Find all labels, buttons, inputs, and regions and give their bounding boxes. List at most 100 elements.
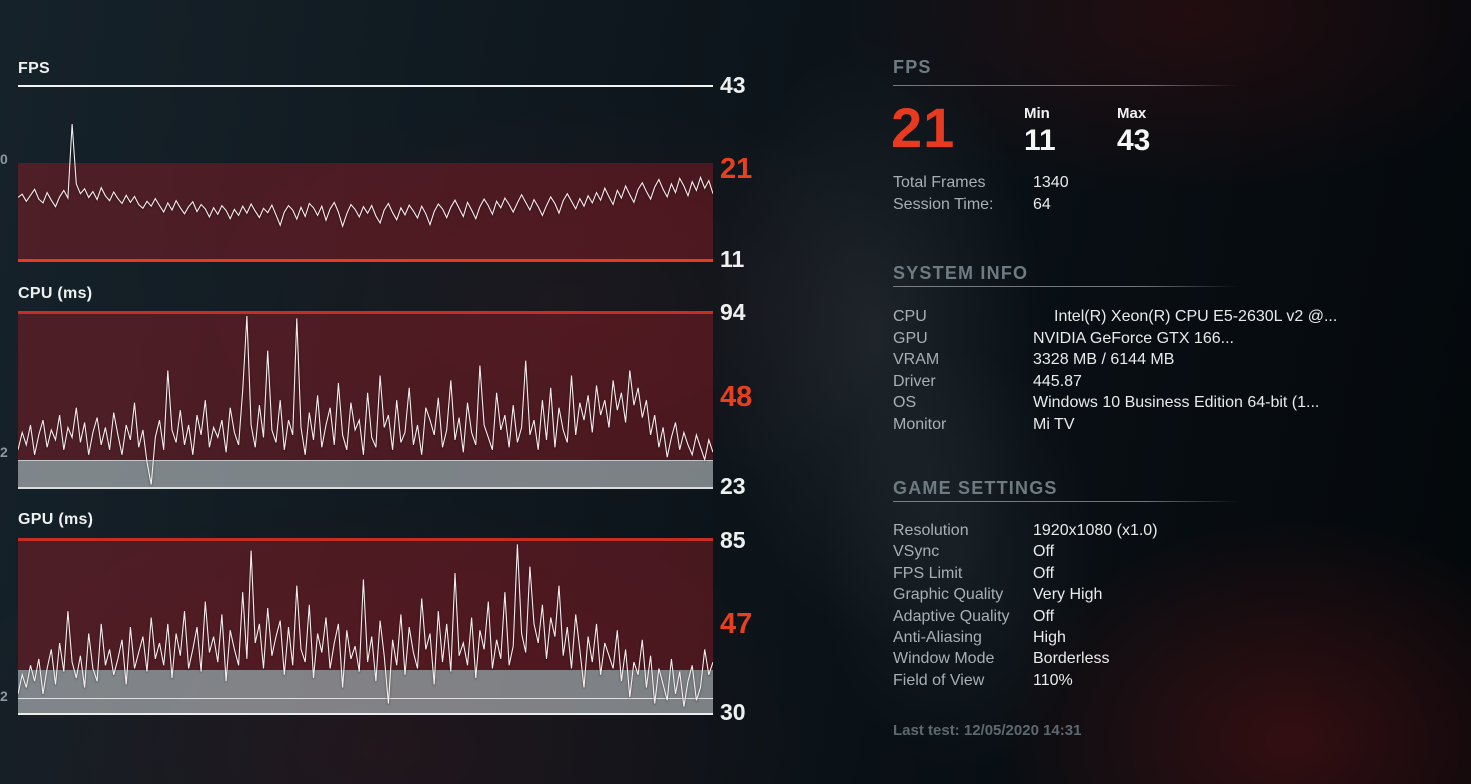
anti-aliasing-value: High (1033, 628, 1066, 646)
cpu-min-value-label: 23 (720, 473, 746, 499)
window-mode-label: Window Mode (893, 650, 995, 668)
os-row: OS Windows 10 Business Edition 64-bit (1.… (893, 394, 1337, 416)
gpu-label: GPU (893, 329, 928, 347)
monitor-label: Monitor (893, 415, 947, 433)
total-frames-row: Total Frames 1340 (893, 174, 1069, 196)
section-divider (893, 286, 1239, 287)
gpu-max-line (18, 538, 713, 541)
session-time-value: 64 (1033, 195, 1051, 213)
max-fps-label: Max (1117, 105, 1147, 122)
cpu-max-line (18, 311, 713, 314)
fps-clipped-edge-label: 0 (0, 151, 8, 167)
game-settings-header: GAME SETTINGS (893, 478, 1058, 498)
gpu-current-value-label: 47 (720, 608, 753, 640)
fps-limit-value: Off (1033, 564, 1055, 582)
adaptive-quality-row: Adaptive Quality Off (893, 608, 1158, 629)
section-divider (893, 501, 1239, 502)
gpu-red-band (18, 538, 713, 670)
session-time-label: Session Time: (893, 195, 994, 213)
cpu-value: Intel(R) Xeon(R) CPU E5-2630L v2 @... (1054, 308, 1338, 325)
vram-label: VRAM (893, 351, 940, 368)
cpu-signal-line (18, 315, 713, 485)
resolution-value: 1920x1080 (x1.0) (1033, 522, 1158, 539)
last-test-timestamp: Last test: 12/05/2020 14:31 (893, 722, 1082, 739)
cpu-threshold-line (18, 460, 713, 461)
min-fps-label: Min (1024, 105, 1050, 122)
vsync-row: VSync Off (893, 543, 1158, 564)
game-settings-rows: Resolution 1920x1080 (x1.0) VSync Off FPS … (893, 522, 1158, 693)
gpu-clipped-edge-label: 2 (0, 688, 8, 704)
gpu-grey-band (18, 670, 713, 713)
fps-chart: FPS 43 21 11 0 (0, 60, 788, 272)
cpu-chart-title: CPU (ms) (18, 285, 93, 302)
session-time-row: Session Time: 64 (893, 196, 1069, 218)
fps-max-value-label: 43 (720, 72, 746, 98)
gpu-threshold-line (18, 698, 713, 699)
gpu-max-value-label: 85 (720, 527, 746, 553)
cpu-current-value-label: 48 (720, 381, 753, 413)
cpu-grey-band (18, 461, 713, 487)
vsync-value: Off (1033, 543, 1055, 561)
fps-red-band (18, 163, 713, 259)
window-mode-value: Borderless (1033, 650, 1110, 668)
cpu-clipped-edge-label: 2 (0, 444, 8, 460)
os-value: Windows 10 Business Edition 64-bit (1... (1033, 394, 1320, 411)
cpu-label: CPU (893, 308, 927, 325)
window-mode-row: Window Mode Borderless (893, 650, 1158, 671)
graphic-quality-row: Graphic Quality Very High (893, 586, 1158, 607)
anti-aliasing-label: Anti-Aliasing (893, 628, 982, 646)
fps-max-line (18, 85, 713, 87)
min-fps-value: 11 (1024, 124, 1056, 157)
gpu-signal-line (18, 544, 713, 707)
cpu-max-value-label: 94 (720, 299, 746, 325)
max-fps-value: 43 (1117, 124, 1151, 157)
fps-limit-label: FPS Limit (893, 564, 963, 582)
gpu-value: NVIDIA GeForce GTX 166... (1033, 329, 1234, 347)
system-info-header: SYSTEM INFO (893, 263, 1029, 283)
system-info-rows: CPU Intel(R) Xeon(R) CPU E5-2630L v2 @...… (893, 308, 1337, 437)
os-label: OS (893, 394, 917, 411)
current-fps-value: 21 (891, 96, 956, 159)
gpu-chart: GPU (ms) 85 47 30 2 (0, 511, 788, 725)
gpu-chart-title: GPU (ms) (18, 511, 94, 528)
session-stats: Total Frames 1340 Session Time: 64 (893, 174, 1069, 217)
adaptive-quality-value: Off (1033, 607, 1055, 625)
fps-limit-row: FPS Limit Off (893, 565, 1158, 586)
fps-signal-line (18, 124, 713, 229)
vram-value: 3328 MB / 6144 MB (1033, 351, 1175, 368)
vsync-label: VSync (893, 543, 940, 561)
fps-min-value-label: 11 (720, 246, 745, 272)
driver-value: 445.87 (1033, 372, 1082, 390)
field-of-view-label: Field of View (893, 671, 985, 689)
graphic-quality-label: Graphic Quality (893, 586, 1004, 604)
fps-section-header: FPS (893, 57, 932, 77)
monitor-row: Monitor Mi TV (893, 416, 1337, 438)
graphic-quality-value: Very High (1033, 586, 1103, 604)
anti-aliasing-row: Anti-Aliasing High (893, 629, 1158, 650)
adaptive-quality-label: Adaptive Quality (893, 607, 1010, 625)
total-frames-label: Total Frames (893, 174, 986, 191)
driver-label: Driver (893, 372, 936, 390)
max-fps-block: Max 43 (1117, 106, 1150, 157)
fps-current-value-label: 21 (720, 153, 753, 185)
section-divider (893, 85, 1239, 86)
fps-chart-title: FPS (18, 60, 51, 77)
resolution-label: Resolution (893, 522, 969, 539)
monitor-value: Mi TV (1033, 415, 1075, 433)
resolution-row: Resolution 1920x1080 (x1.0) (893, 522, 1158, 543)
gpu-min-line (18, 713, 713, 715)
gpu-row: GPU NVIDIA GeForce GTX 166... (893, 330, 1337, 352)
cpu-red-band (18, 311, 713, 460)
fps-min-line (18, 259, 713, 262)
cpu-row: CPU Intel(R) Xeon(R) CPU E5-2630L v2 @... (893, 308, 1337, 330)
gpu-min-value-label: 30 (720, 699, 746, 725)
driver-row: Driver 445.87 (893, 373, 1337, 395)
field-of-view-value: 110% (1033, 671, 1073, 689)
cpu-chart: CPU (ms) 94 48 23 2 (0, 285, 788, 499)
total-frames-value: 1340 (1033, 174, 1069, 191)
vram-row: VRAM 3328 MB / 6144 MB (893, 351, 1337, 373)
min-fps-block: Min 11 (1024, 106, 1056, 157)
field-of-view-row: Field of View 110% (893, 672, 1158, 693)
cpu-min-line (18, 487, 713, 489)
